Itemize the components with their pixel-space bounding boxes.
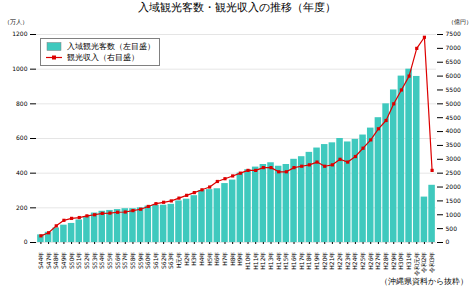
svg-text:H20年: H20年 <box>321 252 328 270</box>
svg-text:4500: 4500 <box>446 114 461 121</box>
svg-text:5000: 5000 <box>446 100 461 107</box>
svg-text:H元年: H元年 <box>175 252 182 269</box>
svg-text:7000: 7000 <box>446 44 461 51</box>
svg-text:1500: 1500 <box>446 197 461 204</box>
svg-text:6500: 6500 <box>446 58 461 65</box>
svg-text:S60年: S60年 <box>144 252 151 269</box>
svg-text:H14年: H14年 <box>275 252 282 270</box>
svg-text:500: 500 <box>446 225 458 232</box>
svg-text:H16年: H16年 <box>290 252 297 270</box>
svg-text:2000: 2000 <box>446 183 461 190</box>
html-text:入域観光客数（左目盛）: 入域観光客数（左目盛） <box>67 42 155 51</box>
svg-text:令和2年: 令和2年 <box>420 252 427 274</box>
svg-text:H19年: H19年 <box>313 252 320 270</box>
svg-text:S58年: S58年 <box>129 252 136 269</box>
svg-text:H29年: H29年 <box>390 252 397 270</box>
svg-text:S51年: S51年 <box>75 252 82 269</box>
svg-text:H4年: H4年 <box>198 252 205 266</box>
svg-text:3000: 3000 <box>446 155 461 162</box>
svg-text:H10年: H10年 <box>244 252 251 270</box>
svg-text:（万人）: （万人） <box>4 18 28 26</box>
svg-text:0: 0 <box>24 238 28 245</box>
html-text:入域観光客数・観光収入の推移（年度）: 入域観光客数・観光収入の推移（年度） <box>138 1 336 14</box>
svg-text:H13年: H13年 <box>267 252 274 270</box>
svg-text:S59年: S59年 <box>137 252 144 269</box>
svg-text:H7年: H7年 <box>221 252 228 266</box>
svg-text:1200: 1200 <box>12 30 27 37</box>
svg-text:H11年: H11年 <box>252 252 259 270</box>
svg-text:H26年: H26年 <box>367 252 374 270</box>
svg-text:S50年: S50年 <box>68 252 75 269</box>
svg-text:S44年: S44年 <box>37 252 44 269</box>
svg-text:S62年: S62年 <box>160 252 167 269</box>
svg-text:1000: 1000 <box>12 65 27 72</box>
svg-text:H15年: H15年 <box>282 252 289 270</box>
svg-text:H23年: H23年 <box>344 252 351 270</box>
svg-text:S61年: S61年 <box>152 252 159 269</box>
svg-text:S49年: S49年 <box>60 252 67 269</box>
svg-text:400: 400 <box>16 169 28 176</box>
svg-text:4000: 4000 <box>446 127 461 134</box>
svg-text:7500: 7500 <box>446 30 461 37</box>
svg-text:3500: 3500 <box>446 141 461 148</box>
svg-text:（億円）: （億円） <box>448 18 472 26</box>
svg-text:1000: 1000 <box>446 211 461 218</box>
svg-text:S57年: S57年 <box>121 252 128 269</box>
svg-text:S48年: S48年 <box>52 252 59 269</box>
svg-text:H21年: H21年 <box>328 252 335 270</box>
svg-text:S52年: S52年 <box>83 252 90 269</box>
svg-text:5500: 5500 <box>446 86 461 93</box>
svg-text:0: 0 <box>446 238 450 245</box>
svg-text:H22年: H22年 <box>336 252 343 270</box>
svg-text:H6年: H6年 <box>213 252 220 266</box>
svg-text:H25年: H25年 <box>359 252 366 270</box>
svg-text:S53年: S53年 <box>91 252 98 269</box>
svg-text:H31年: H31年 <box>405 252 412 270</box>
svg-text:S47年: S47年 <box>45 252 52 269</box>
svg-text:H30年: H30年 <box>397 252 404 270</box>
svg-text:H27年: H27年 <box>374 252 381 270</box>
svg-text:H17年: H17年 <box>298 252 305 270</box>
svg-text:S56年: S56年 <box>114 252 121 269</box>
svg-text:800: 800 <box>16 100 28 107</box>
svg-text:H3年: H3年 <box>190 252 197 266</box>
svg-text:2500: 2500 <box>446 169 461 176</box>
svg-text:6000: 6000 <box>446 72 461 79</box>
svg-text:H12年: H12年 <box>259 252 266 270</box>
svg-text:H5年: H5年 <box>206 252 213 266</box>
html-text:観光収入（右目盛）: 観光収入（右目盛） <box>67 53 139 62</box>
svg-text:H2年: H2年 <box>183 252 190 266</box>
svg-text:S63年: S63年 <box>167 252 174 269</box>
svg-text:令和3年: 令和3年 <box>428 252 435 274</box>
html-text:（沖縄県資料から抜粋）: （沖縄県資料から抜粋） <box>380 277 468 286</box>
svg-text:S54年: S54年 <box>98 252 105 269</box>
svg-text:H28年: H28年 <box>382 252 389 270</box>
svg-text:200: 200 <box>16 204 28 211</box>
svg-text:H8年: H8年 <box>229 252 236 266</box>
svg-text:H24年: H24年 <box>351 252 358 270</box>
svg-text:600: 600 <box>16 134 28 141</box>
svg-text:令和元年: 令和元年 <box>413 252 420 276</box>
svg-text:H9年: H9年 <box>236 252 243 266</box>
svg-text:S55年: S55年 <box>106 252 113 269</box>
svg-text:H18年: H18年 <box>305 252 312 270</box>
